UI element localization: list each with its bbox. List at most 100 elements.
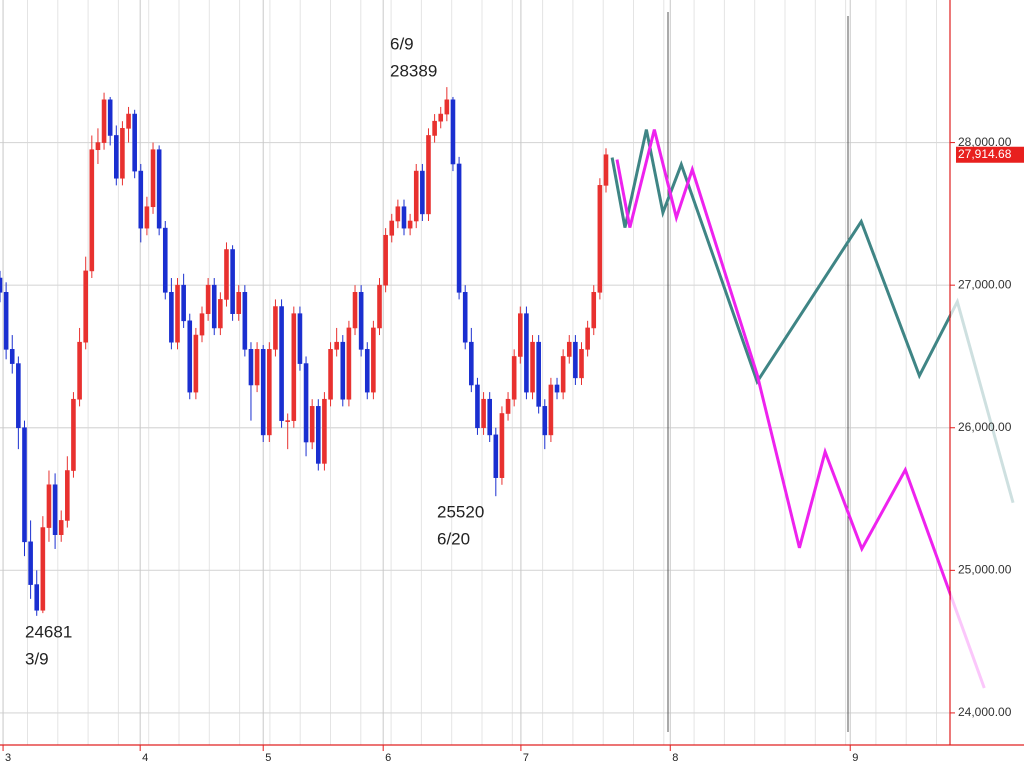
x-tick-label: 6 bbox=[385, 752, 391, 764]
candle-body bbox=[58, 520, 64, 535]
candle-body bbox=[218, 299, 223, 329]
candle-body bbox=[475, 384, 480, 429]
annotation: 6/20 bbox=[437, 529, 470, 548]
candle-body bbox=[450, 99, 456, 165]
y-tick-label: 25,000.00 bbox=[958, 563, 1012, 577]
candle-body bbox=[132, 113, 137, 172]
candle-body bbox=[187, 320, 193, 393]
week-grid bbox=[0, 0, 950, 745]
candle-body bbox=[242, 291, 248, 350]
candle-body bbox=[315, 406, 321, 464]
x-tick-label: 7 bbox=[523, 752, 529, 764]
candle-body bbox=[401, 206, 407, 229]
candle-body bbox=[162, 227, 168, 293]
candle-body bbox=[34, 584, 40, 611]
candle-body bbox=[536, 341, 541, 407]
candle-body bbox=[377, 284, 382, 329]
y-tick-label: 28,000.00 bbox=[958, 135, 1012, 149]
annotation: 24681 bbox=[25, 622, 72, 641]
projection-line bbox=[615, 129, 986, 689]
x-tick-label: 9 bbox=[852, 752, 858, 764]
candle-body bbox=[340, 341, 346, 400]
candle-body bbox=[279, 306, 284, 421]
candle-body bbox=[28, 541, 33, 585]
candle-body bbox=[505, 398, 511, 414]
candle-body bbox=[444, 99, 450, 115]
candle-body bbox=[95, 142, 101, 151]
candle-body bbox=[499, 413, 505, 478]
candle-body bbox=[481, 398, 486, 429]
candle-body bbox=[71, 398, 76, 471]
candle-body bbox=[211, 284, 217, 329]
candle-body bbox=[364, 349, 370, 393]
candle-body bbox=[573, 341, 578, 379]
candle-body bbox=[205, 284, 211, 314]
candle-body bbox=[566, 341, 572, 357]
candle-body bbox=[0, 277, 3, 293]
candle-body bbox=[328, 349, 333, 400]
candle-body bbox=[77, 341, 82, 400]
candle-body bbox=[120, 128, 125, 179]
candle-body bbox=[9, 349, 15, 364]
candle-body bbox=[530, 341, 535, 393]
annotation: 6/9 bbox=[390, 34, 414, 53]
candle-body bbox=[144, 206, 150, 229]
candle-body bbox=[322, 398, 327, 464]
candle-body bbox=[389, 220, 395, 236]
candle-body bbox=[138, 170, 144, 229]
candle-body bbox=[101, 99, 107, 143]
x-tick-label: 3 bbox=[5, 752, 11, 764]
candle-body bbox=[346, 327, 352, 400]
candle-body bbox=[3, 291, 9, 350]
candle-body bbox=[462, 291, 468, 343]
candle-body bbox=[395, 206, 401, 222]
candle-body bbox=[524, 313, 529, 393]
x-tick-label: 5 bbox=[265, 752, 271, 764]
candle-body bbox=[438, 113, 444, 122]
candle-body bbox=[487, 398, 492, 436]
annotation: 25520 bbox=[437, 502, 484, 521]
axes: 24,000.00 25,000.00 26,000.00 27,000.00 28,0… bbox=[2, 135, 1024, 764]
candle-body bbox=[260, 349, 266, 436]
candle-body bbox=[169, 291, 174, 343]
candle-body bbox=[224, 249, 229, 300]
candle-body bbox=[554, 384, 560, 393]
candle-body bbox=[585, 327, 590, 350]
candle-body bbox=[291, 313, 297, 421]
candle-body bbox=[156, 149, 162, 229]
candle-body bbox=[352, 291, 358, 329]
candle-body bbox=[383, 234, 388, 286]
candle-body bbox=[309, 406, 315, 443]
annotation: 28389 bbox=[390, 61, 437, 80]
candle-body bbox=[358, 291, 364, 350]
candle-body bbox=[254, 349, 260, 386]
candle-body bbox=[426, 135, 431, 215]
candle-body bbox=[126, 113, 131, 129]
annotation: 3/9 bbox=[25, 649, 49, 668]
y-tick-label: 26,000.00 bbox=[958, 420, 1012, 434]
marks bbox=[0, 87, 609, 616]
candle-body bbox=[591, 291, 597, 329]
candle-body bbox=[83, 270, 88, 343]
candle-body bbox=[52, 484, 58, 535]
grid bbox=[0, 0, 950, 745]
candle-body bbox=[548, 384, 554, 436]
axis-panel bbox=[951, 0, 1024, 768]
candle-body bbox=[560, 356, 566, 393]
candle-body bbox=[107, 99, 113, 136]
candle-body bbox=[22, 427, 27, 543]
y-tick-label: 24,000.00 bbox=[958, 705, 1012, 719]
candle-body bbox=[493, 434, 499, 478]
candle-body bbox=[40, 527, 46, 611]
candle-body bbox=[150, 149, 156, 208]
candle-body bbox=[89, 149, 95, 272]
last-price-box bbox=[956, 146, 1024, 163]
candle-body bbox=[285, 420, 290, 422]
candle-body bbox=[297, 313, 303, 364]
candle-body bbox=[407, 220, 413, 229]
candle-body bbox=[579, 349, 584, 379]
candle-body bbox=[469, 341, 474, 386]
candle-body bbox=[65, 470, 70, 521]
candle-body bbox=[114, 135, 119, 179]
